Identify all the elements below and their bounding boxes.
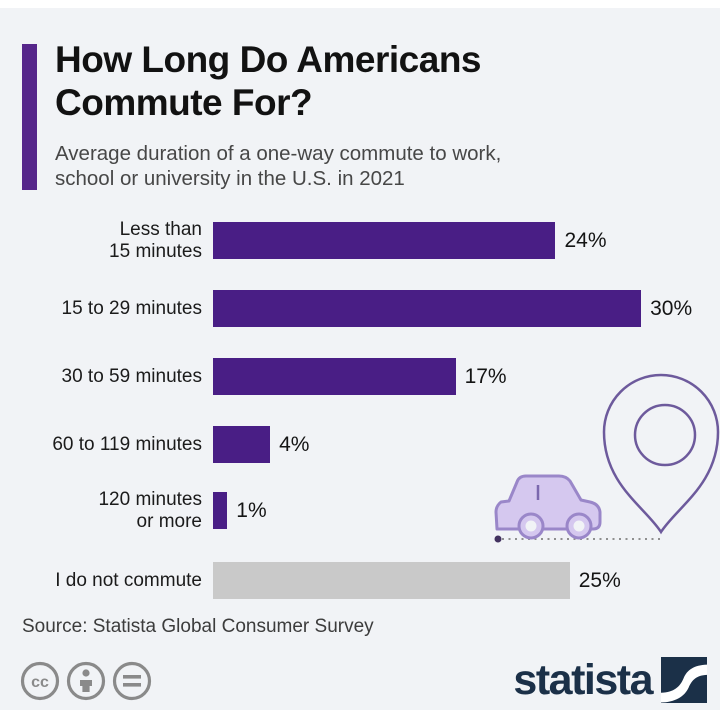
cc-icon[interactable]: cc: [20, 661, 60, 701]
statista-wordmark: statista: [513, 656, 653, 704]
category-label: 120 minutes or more: [98, 488, 202, 532]
value-label: 30%: [650, 296, 693, 320]
chart-row: I do not commute 25%: [20, 562, 720, 599]
statista-logo-mark: [661, 657, 707, 703]
chart-row: 15 to 29 minutes 30%: [20, 290, 720, 327]
svg-text:cc: cc: [31, 674, 49, 691]
no-derivatives-icon[interactable]: [112, 661, 152, 701]
chart-row: 120 minutes or more 1%: [20, 489, 720, 532]
source-text: Source: Statista Global Consumer Survey: [22, 616, 374, 637]
category-label: Less than 15 minutes: [109, 218, 202, 262]
value-label: 24%: [564, 228, 607, 252]
page-subtitle: Average duration of a one-way commute to…: [55, 142, 502, 190]
value-label: 4%: [279, 432, 310, 456]
category-label: I do not commute: [55, 569, 202, 591]
commute-illustration: [494, 373, 720, 543]
chart-row: Less than 15 minutes 24%: [20, 219, 720, 262]
category-label: 30 to 59 minutes: [61, 365, 202, 387]
value-label: 25%: [578, 568, 621, 592]
category-label: 60 to 119 minutes: [52, 433, 202, 455]
value-label: 17%: [464, 364, 507, 388]
statista-logo[interactable]: statista: [513, 656, 707, 704]
chart-row: 60 to 119 minutes 4%: [20, 426, 720, 463]
infographic-canvas: How Long Do Americans Commute For? Avera…: [0, 8, 720, 710]
car-icon: [494, 474, 602, 540]
commute-duration-bar-chart: Less than 15 minutes 24% 15 to 29 minute…: [0, 8, 720, 710]
title-accent-bar: [22, 44, 37, 190]
attribution-icon[interactable]: [66, 661, 106, 701]
bar: [213, 426, 271, 463]
page-title: How Long Do Americans Commute For?: [55, 39, 482, 123]
category-label: 15 to 29 minutes: [61, 297, 202, 319]
bar: [213, 492, 228, 529]
chart-row: 30 to 59 minutes 17%: [20, 358, 720, 395]
bar: [213, 222, 556, 259]
license-icons[interactable]: cc: [20, 660, 160, 702]
bar: [213, 562, 570, 599]
value-label: 1%: [236, 498, 267, 522]
map-pin-icon: [602, 373, 720, 535]
bar: [213, 358, 456, 395]
bar: [213, 290, 642, 327]
route-start-dot: [494, 535, 502, 543]
